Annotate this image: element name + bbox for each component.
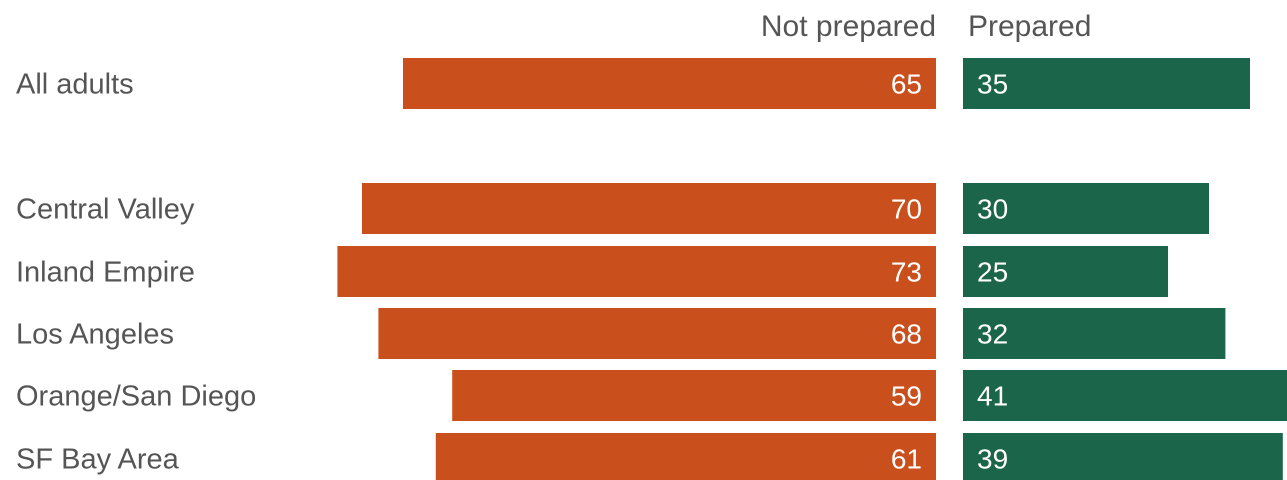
- bar-prepared-all-adults: [963, 58, 1250, 109]
- value-label-not-prepared-central-valley: 70: [891, 194, 922, 225]
- bar-not-prepared-sf-bay-area: [435, 433, 936, 480]
- category-label-central-valley: Central Valley: [16, 194, 195, 226]
- value-label-not-prepared-sf-bay-area: 61: [891, 444, 922, 475]
- bar-not-prepared-all-adults: [403, 58, 936, 109]
- bar-prepared-los-angeles: [963, 308, 1226, 359]
- legend-prepared: Prepared: [968, 10, 1091, 43]
- category-label-inland-empire: Inland Empire: [16, 257, 195, 289]
- bar-prepared-orange-san-diego: [963, 370, 1287, 421]
- legend-not-prepared: Not prepared: [761, 10, 936, 43]
- category-label-all-adults: All adults: [16, 69, 134, 101]
- bar-not-prepared-los-angeles: [378, 308, 936, 359]
- value-label-prepared-central-valley: 30: [977, 194, 1008, 225]
- bar-prepared-sf-bay-area: [963, 433, 1283, 480]
- value-label-not-prepared-inland-empire: 73: [891, 257, 922, 288]
- category-label-los-angeles: Los Angeles: [16, 319, 174, 351]
- value-label-prepared-sf-bay-area: 39: [977, 444, 1008, 475]
- category-label-sf-bay-area: SF Bay Area: [16, 444, 180, 476]
- bar-prepared-inland-empire: [963, 246, 1168, 297]
- bar-rows: All adults 65 35 Central Valley 70 30 Inland E…: [16, 58, 1287, 480]
- value-label-prepared-los-angeles: 32: [977, 319, 1008, 350]
- value-label-prepared-inland-empire: 25: [977, 257, 1008, 288]
- value-label-prepared-all-adults: 35: [977, 69, 1008, 100]
- bar-not-prepared-central-valley: [362, 183, 936, 234]
- category-label-orange-san-diego: Orange/San Diego: [16, 381, 256, 413]
- value-label-not-prepared-los-angeles: 68: [891, 319, 922, 350]
- bar-not-prepared-orange-san-diego: [452, 370, 936, 421]
- value-label-not-prepared-all-adults: 65: [891, 69, 922, 100]
- value-label-not-prepared-orange-san-diego: 59: [891, 381, 922, 412]
- bar-not-prepared-inland-empire: [337, 246, 936, 297]
- bar-prepared-central-valley: [963, 183, 1209, 234]
- value-label-prepared-orange-san-diego: 41: [977, 381, 1008, 412]
